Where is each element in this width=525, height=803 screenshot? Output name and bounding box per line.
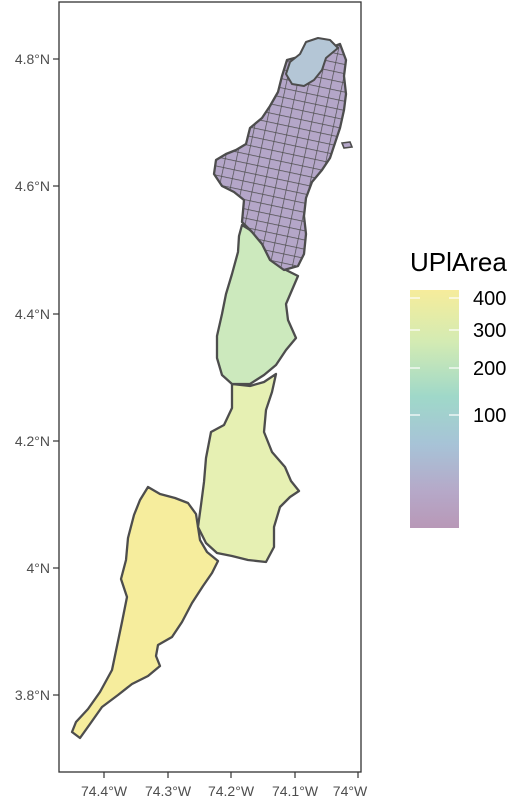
legend-title: UPlArea (410, 247, 507, 277)
x-tick-label: 74°W (333, 783, 368, 799)
y-tick-label: 4.4°N (15, 306, 50, 322)
east-islet (340, 141, 354, 149)
x-tick-label: 74.4°W (81, 783, 128, 799)
legend-label: 100 (473, 405, 506, 427)
y-tick-label: 3.8°N (15, 687, 50, 703)
region-south-central (196, 372, 301, 564)
legend: UPlArea 400 300 200 100 (410, 247, 507, 528)
legend-label: 400 (473, 288, 506, 310)
legend-colorbar (410, 290, 459, 528)
x-axis: 74.4°W 74.3°W 74.2°W 74.1°W 74°W (81, 772, 368, 799)
region-southern (70, 485, 220, 740)
legend-label: 200 (473, 358, 506, 380)
region-northern-edge (285, 37, 339, 87)
y-tick-label: 4.6°N (15, 178, 50, 194)
urban-district-grid (214, 44, 346, 270)
y-tick-label: 4.8°N (15, 51, 50, 67)
x-tick-label: 74.2°W (208, 783, 255, 799)
y-tick-label: 4°N (27, 560, 51, 576)
x-tick-label: 74.3°W (145, 783, 192, 799)
y-tick-label: 4.2°N (15, 433, 50, 449)
y-axis: 4.8°N 4.6°N 4.4°N 4.2°N 4°N 3.8°N (15, 51, 59, 703)
legend-label: 300 (473, 320, 506, 342)
x-tick-label: 74.1°W (272, 783, 319, 799)
